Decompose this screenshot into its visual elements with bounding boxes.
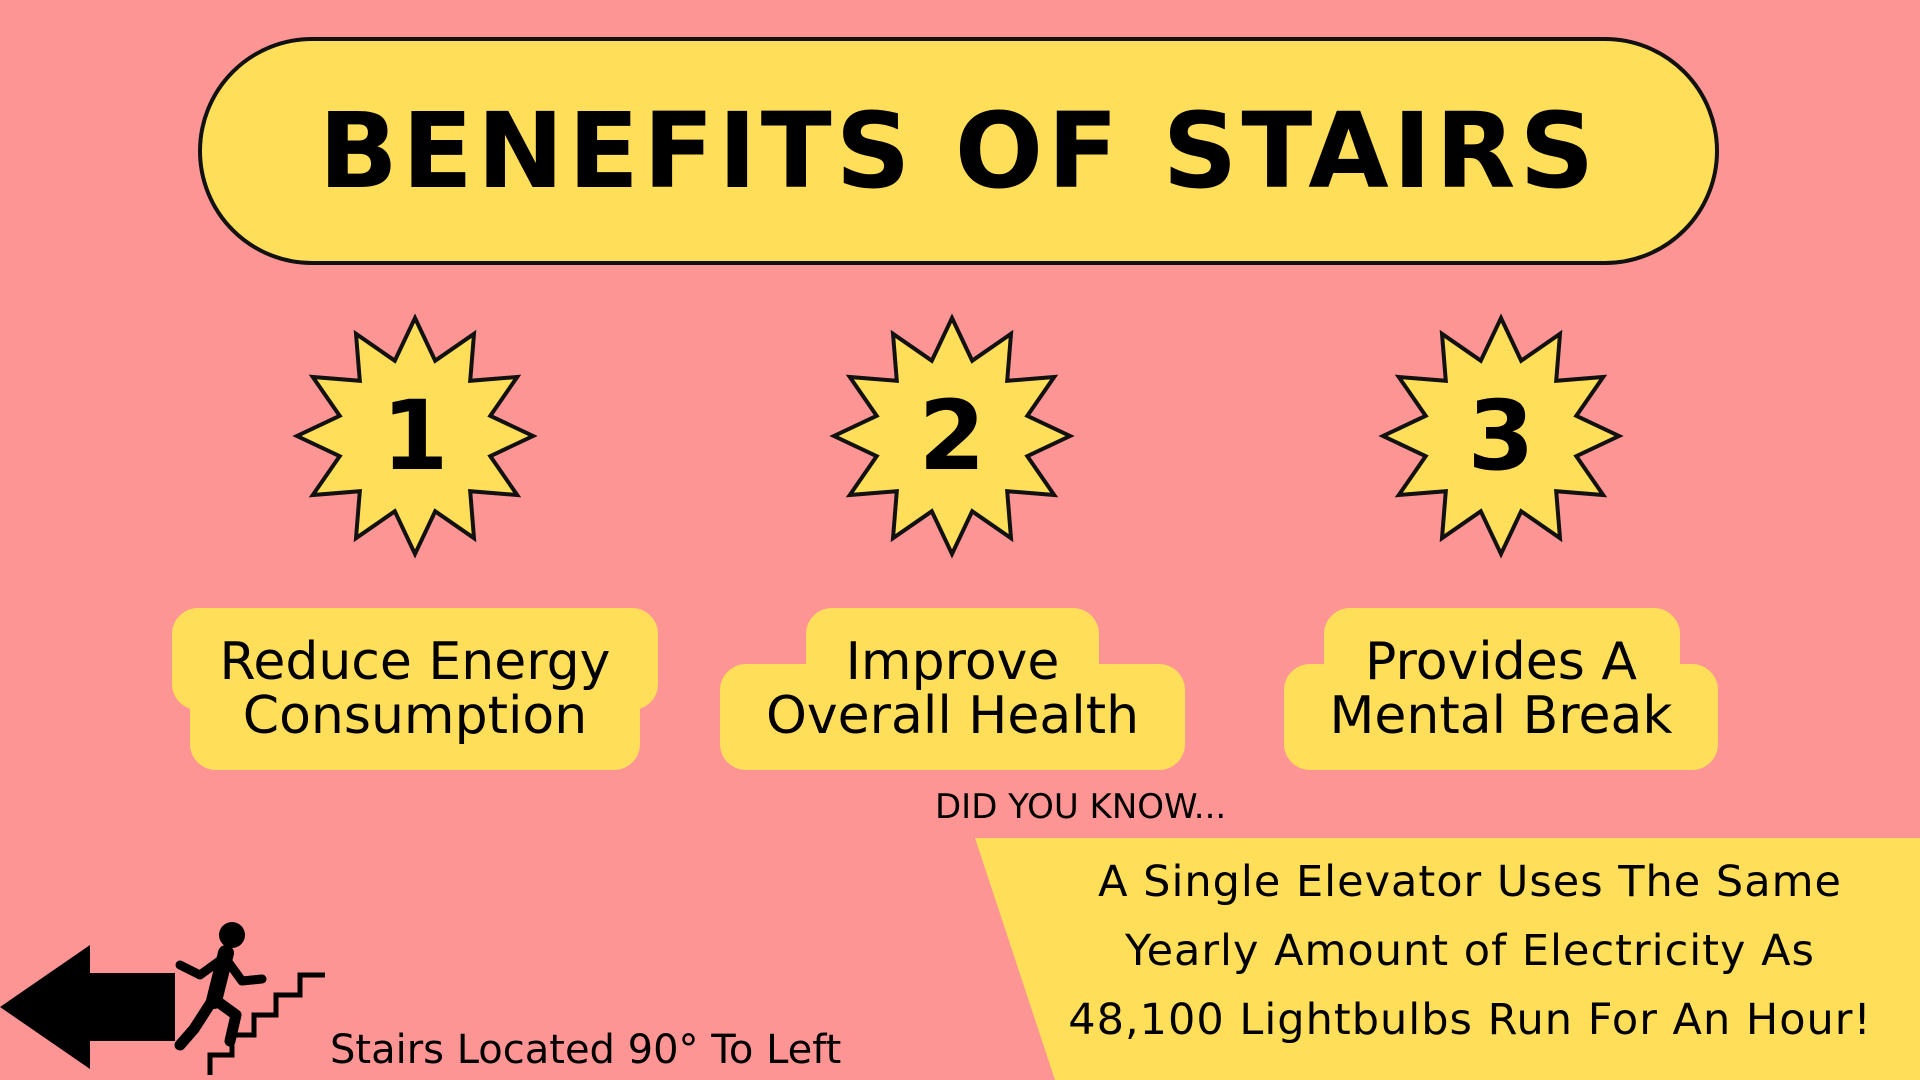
benefit-number-2: 2 <box>918 380 986 492</box>
starburst-1: 1 <box>292 313 538 559</box>
benefit-label-2-line-1: Improve <box>845 632 1060 692</box>
benefit-number-1: 1 <box>381 380 449 492</box>
benefit-label-1-line-2: Consumption <box>242 686 588 746</box>
benefit-label-3: Provides A Mental Break <box>1284 608 1718 770</box>
starburst-3: 3 <box>1378 313 1624 559</box>
fact-line-3: 48,100 Lightbulbs Run For An Hour! <box>1068 995 1872 1045</box>
did-you-know-heading: DID YOU KNOW... <box>935 787 1227 827</box>
person-climbing-stairs-icon <box>174 922 325 1075</box>
fact-line-1: A Single Elevator Uses The Same <box>1098 857 1842 907</box>
starburst-2: 2 <box>829 313 1075 559</box>
left-arrow-icon <box>0 945 175 1069</box>
benefit-label-background <box>172 608 658 770</box>
benefit-label-background <box>1284 608 1718 770</box>
stairs-location-label: Stairs Located 90° To Left <box>330 1027 842 1073</box>
benefit-label-1-line-1: Reduce Energy <box>219 632 611 692</box>
starburst-icon <box>1378 313 1624 559</box>
fact-text: A Single Elevator Uses The Same Yearly A… <box>1040 848 1900 1055</box>
starburst-icon <box>292 313 538 559</box>
title-banner: BENEFITS OF STAIRS <box>198 37 1719 265</box>
benefit-label-2: Improve Overall Health <box>720 608 1185 770</box>
benefit-label-3-line-2: Mental Break <box>1329 686 1673 746</box>
page-title: BENEFITS OF STAIRS <box>318 90 1599 212</box>
benefit-label-background <box>720 608 1185 770</box>
benefit-label-3-line-1: Provides A <box>1365 632 1637 692</box>
fact-line-2: Yearly Amount of Electricity As <box>1125 926 1815 976</box>
benefit-label-2-line-2: Overall Health <box>765 686 1140 746</box>
benefit-number-3: 3 <box>1467 380 1535 492</box>
benefit-label-1: Reduce Energy Consumption <box>172 608 658 770</box>
starburst-icon <box>829 313 1075 559</box>
